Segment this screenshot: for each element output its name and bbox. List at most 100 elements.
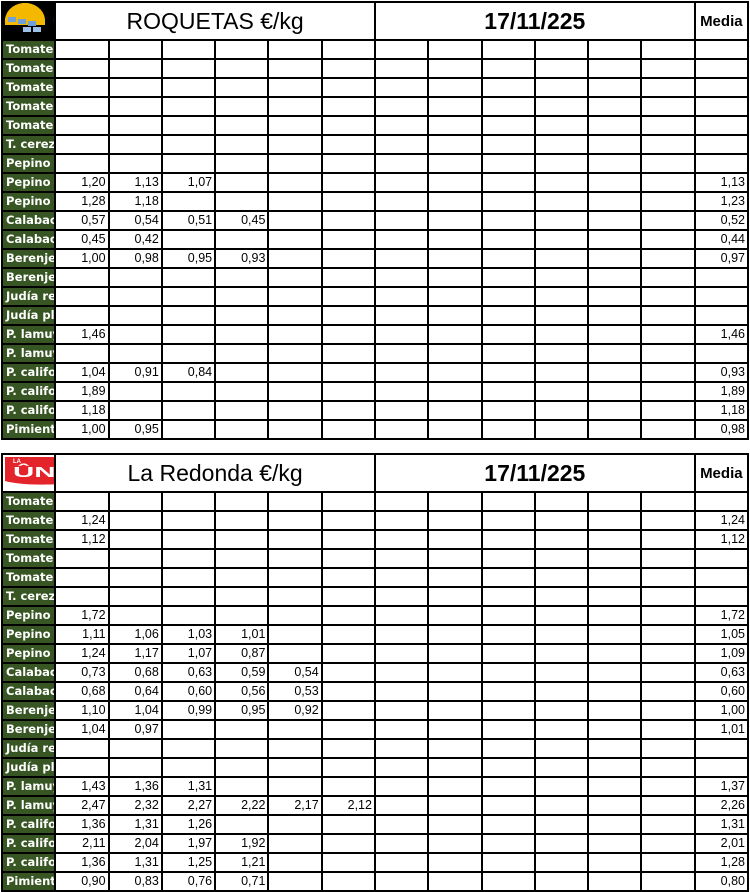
price-cell	[375, 383, 428, 400]
price-cell	[589, 345, 641, 362]
price-cell	[375, 854, 428, 871]
price-cell	[269, 759, 321, 776]
price-cell	[429, 645, 481, 662]
price-cell	[589, 174, 641, 191]
price-cell	[589, 778, 641, 795]
product-label: P. lamuyo verde	[3, 326, 55, 343]
price-cell: 0,87	[216, 645, 268, 662]
price-cell	[429, 345, 481, 362]
price-cell: 2,12	[322, 797, 374, 814]
price-cell	[109, 79, 161, 96]
price-cell	[535, 345, 588, 362]
table-row: Judía redonda	[3, 288, 747, 305]
price-cell	[535, 626, 588, 643]
price-cell	[589, 136, 641, 153]
price-cell	[56, 307, 108, 324]
price-cell	[482, 41, 534, 58]
media-cell	[695, 345, 747, 362]
price-cell	[216, 193, 268, 210]
table-row: P. california verde1,361,311,261,31	[3, 816, 747, 833]
price-cell	[322, 645, 374, 662]
price-cell	[482, 854, 534, 871]
price-cell	[429, 854, 481, 871]
price-cell: 1,25	[162, 854, 215, 871]
price-cell	[589, 79, 641, 96]
price-cell: 0,68	[109, 664, 161, 681]
price-cell	[642, 421, 694, 438]
price-cell	[216, 512, 268, 529]
price-cell	[216, 588, 268, 605]
table-row: Berenjena larga1,000,980,950,93 0,97	[3, 250, 747, 267]
price-cell	[589, 816, 641, 833]
price-cell	[642, 512, 694, 529]
price-cell: 1,36	[109, 778, 161, 795]
price-cell	[642, 721, 694, 738]
media-cell: 1,01	[695, 721, 747, 738]
price-cell	[535, 193, 588, 210]
price-cell	[322, 136, 374, 153]
price-cell: 2,27	[162, 797, 215, 814]
price-cell	[375, 683, 428, 700]
price-cell	[322, 269, 374, 286]
price-cell	[642, 873, 694, 890]
price-cell: 1,46	[56, 326, 108, 343]
price-cell: 0,51	[162, 212, 215, 229]
price-cell	[429, 98, 481, 115]
price-cell	[429, 288, 481, 305]
media-cell	[695, 288, 747, 305]
price-cell	[375, 402, 428, 419]
price-cell	[589, 364, 641, 381]
price-cell	[482, 402, 534, 419]
price-cell	[429, 212, 481, 229]
price-cell	[375, 493, 428, 510]
price-cell	[589, 421, 641, 438]
table-row: Pepino francés	[3, 155, 747, 172]
price-cell: 1,18	[109, 193, 161, 210]
price-cell	[375, 759, 428, 776]
price-cell	[322, 79, 374, 96]
price-cell: 2,04	[109, 835, 161, 852]
price-cell	[162, 60, 215, 77]
price-cell	[109, 345, 161, 362]
price-cell	[535, 79, 588, 96]
price-cell	[269, 60, 321, 77]
price-cell	[269, 364, 321, 381]
price-cell	[375, 835, 428, 852]
price-cell: 0,97	[109, 721, 161, 738]
price-cell: 0,73	[56, 664, 108, 681]
price-cell	[482, 193, 534, 210]
price-cell	[589, 721, 641, 738]
price-cell	[535, 288, 588, 305]
price-cell	[322, 493, 374, 510]
price-cell: 1,36	[56, 854, 108, 871]
price-cell	[109, 41, 161, 58]
price-cell	[589, 607, 641, 624]
price-cell	[109, 588, 161, 605]
price-cell	[642, 231, 694, 248]
price-cell: 1,12	[56, 531, 108, 548]
price-cell	[429, 60, 481, 77]
price-cell	[589, 759, 641, 776]
price-cell	[56, 759, 108, 776]
price-cell	[535, 797, 588, 814]
product-label: Tomate asurcado	[3, 493, 55, 510]
price-cell	[535, 645, 588, 662]
price-cell	[642, 569, 694, 586]
price-cell	[322, 288, 374, 305]
table-row: Pepino corto1,201,131,071,13	[3, 174, 747, 191]
price-cell	[375, 60, 428, 77]
price-cell	[109, 117, 161, 134]
price-cell	[216, 383, 268, 400]
price-cell	[269, 740, 321, 757]
price-cell	[482, 816, 534, 833]
price-cell: 1,24	[56, 645, 108, 662]
price-cell	[375, 873, 428, 890]
price-cell: 0,84	[162, 364, 215, 381]
price-cell	[642, 136, 694, 153]
price-cell	[216, 269, 268, 286]
price-cell	[429, 250, 481, 267]
price-cell: 1,04	[56, 364, 108, 381]
price-cell: 0,53	[269, 683, 321, 700]
price-cell	[269, 231, 321, 248]
